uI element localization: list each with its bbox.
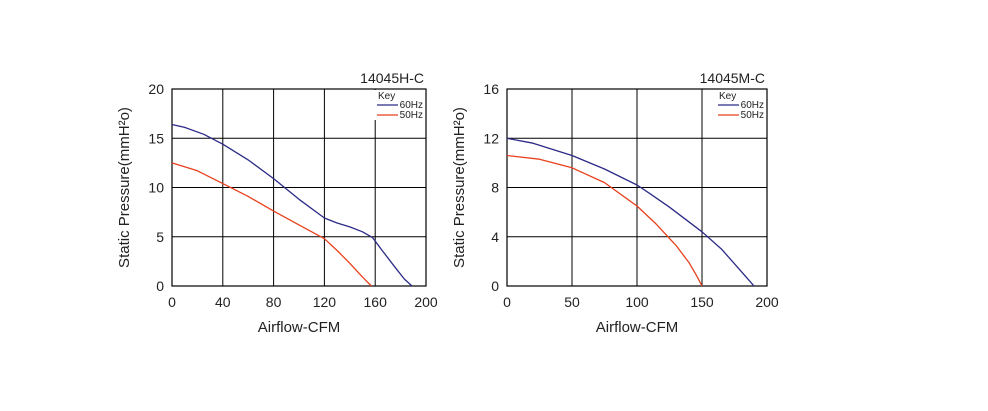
- x-axis-label: Airflow-CFM: [258, 319, 341, 336]
- y-axis-label: Static Pressure(mmH²o): [451, 107, 468, 268]
- legend-title: Key: [719, 91, 736, 102]
- chart-14045m-c: 0 50 100 150 200 0 4 8 12 16 Airflow-CFM Static Pre…: [451, 70, 779, 336]
- chart-14045h-c: 0 40 80 120 160 200 0 5 10 15 20 Airflow-CFM Static …: [116, 70, 438, 336]
- plot-frame: [171, 88, 427, 287]
- chart-title: 14045M-C: [700, 70, 765, 86]
- legend-title: Key: [378, 91, 395, 102]
- series-line-50hz: [506, 154, 703, 287]
- legend-label-50hz: 50Hz: [741, 110, 764, 121]
- x-tick-label: 100: [625, 294, 649, 310]
- y-tick-label: 10: [148, 180, 164, 196]
- y-tick-label: 0: [491, 278, 499, 294]
- x-tick-label: 160: [364, 294, 388, 310]
- plot-frame: [506, 88, 768, 287]
- x-axis-label: Airflow-CFM: [596, 319, 679, 336]
- x-tick-label: 50: [564, 294, 580, 310]
- legend-label-50hz: 50Hz: [400, 110, 423, 121]
- chart-title: 14045H-C: [360, 70, 424, 86]
- series-line-60hz: [506, 137, 755, 287]
- y-tick-label: 5: [156, 229, 164, 245]
- x-tick-label: 200: [755, 294, 779, 310]
- y-tick-label: 8: [491, 180, 499, 196]
- y-tick-label: 16: [483, 81, 499, 97]
- legend-label-60hz: 60Hz: [400, 100, 423, 111]
- series-line-60hz: [171, 123, 413, 287]
- y-tick-label: 15: [148, 130, 164, 146]
- x-tick-label: 0: [168, 294, 176, 310]
- x-tick-label: 200: [414, 294, 438, 310]
- y-tick-label: 20: [148, 81, 164, 97]
- x-tick-label: 0: [503, 294, 511, 310]
- x-tick-label: 80: [266, 294, 282, 310]
- x-tick-label: 120: [313, 294, 337, 310]
- x-tick-label: 40: [215, 294, 231, 310]
- legend-label-60hz: 60Hz: [741, 100, 764, 111]
- y-axis-label: Static Pressure(mmH²o): [116, 107, 133, 268]
- y-tick-label: 0: [156, 278, 164, 294]
- y-tick-label: 4: [491, 229, 499, 245]
- x-tick-label: 150: [690, 294, 714, 310]
- series-line-50hz: [171, 162, 372, 287]
- y-tick-label: 12: [483, 130, 499, 146]
